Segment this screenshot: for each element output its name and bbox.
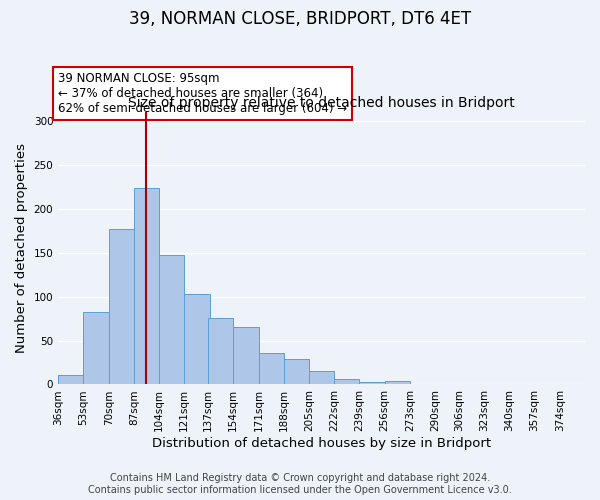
X-axis label: Distribution of detached houses by size in Bridport: Distribution of detached houses by size … (152, 437, 491, 450)
Text: Contains HM Land Registry data © Crown copyright and database right 2024.
Contai: Contains HM Land Registry data © Crown c… (88, 474, 512, 495)
Bar (284, 359, 309, 384)
Title: Size of property relative to detached houses in Bridport: Size of property relative to detached ho… (128, 96, 515, 110)
Text: 39, NORMAN CLOSE, BRIDPORT, DT6 4ET: 39, NORMAN CLOSE, BRIDPORT, DT6 4ET (129, 10, 471, 28)
Bar (159, 254, 184, 384)
Bar (184, 294, 209, 384)
Bar (385, 381, 410, 384)
Bar (334, 379, 359, 384)
Bar (233, 328, 259, 384)
Bar (83, 312, 109, 384)
Y-axis label: Number of detached properties: Number of detached properties (15, 144, 28, 354)
Bar (58, 375, 83, 384)
Bar (208, 318, 233, 384)
Bar (109, 229, 134, 384)
Text: 39 NORMAN CLOSE: 95sqm
← 37% of detached houses are smaller (364)
62% of semi-de: 39 NORMAN CLOSE: 95sqm ← 37% of detached… (58, 72, 347, 115)
Bar (259, 353, 284, 384)
Bar (309, 372, 334, 384)
Bar (359, 382, 385, 384)
Bar (134, 188, 159, 384)
